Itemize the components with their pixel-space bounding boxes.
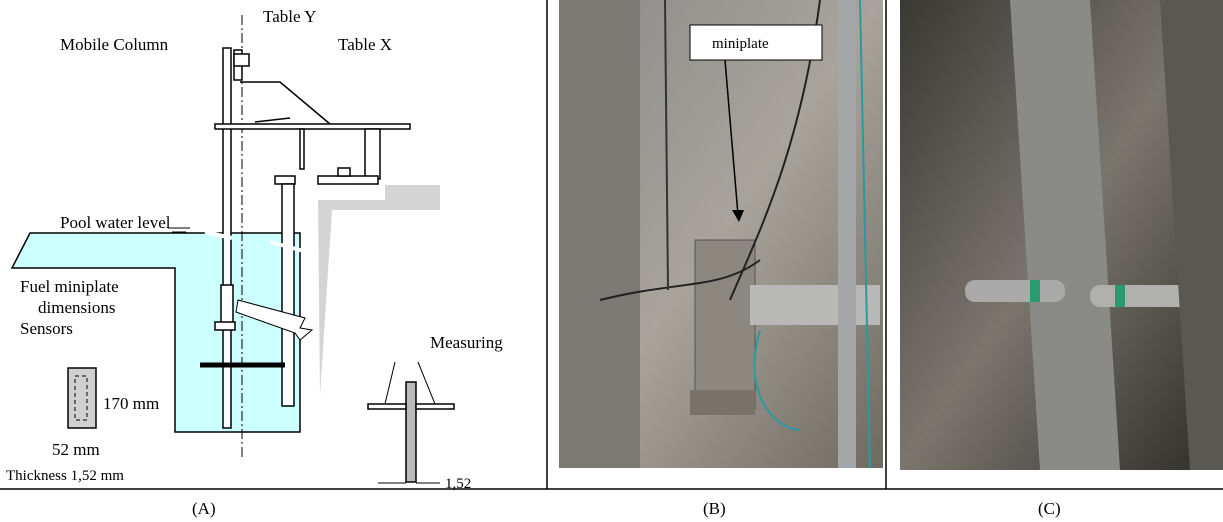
photo-b: miniplate [559, 0, 883, 469]
label: 52 mm [52, 440, 100, 459]
label: Sensors [20, 319, 73, 338]
caption: (B) [703, 499, 726, 518]
label: Pool water level [60, 213, 171, 232]
label: Measuring [430, 333, 503, 352]
caption: (A) [192, 499, 216, 518]
label: dimensions [38, 298, 115, 317]
callout: miniplate [712, 36, 769, 52]
frame [0, 0, 1223, 490]
label: Table X [338, 35, 392, 54]
photo-c [900, 0, 1223, 470]
caption: (C) [1038, 499, 1061, 518]
labels-a: Table Y Mobile Column Table X Pool water… [6, 7, 503, 492]
label: 1,52 [445, 476, 471, 492]
label: Table Y [263, 7, 316, 26]
diagram-a [10, 15, 455, 484]
label: Fuel miniplate [20, 277, 119, 296]
label: 170 mm [103, 394, 159, 413]
label: Mobile Column [60, 35, 169, 54]
label: Thickness 1,52 mm [6, 468, 124, 484]
